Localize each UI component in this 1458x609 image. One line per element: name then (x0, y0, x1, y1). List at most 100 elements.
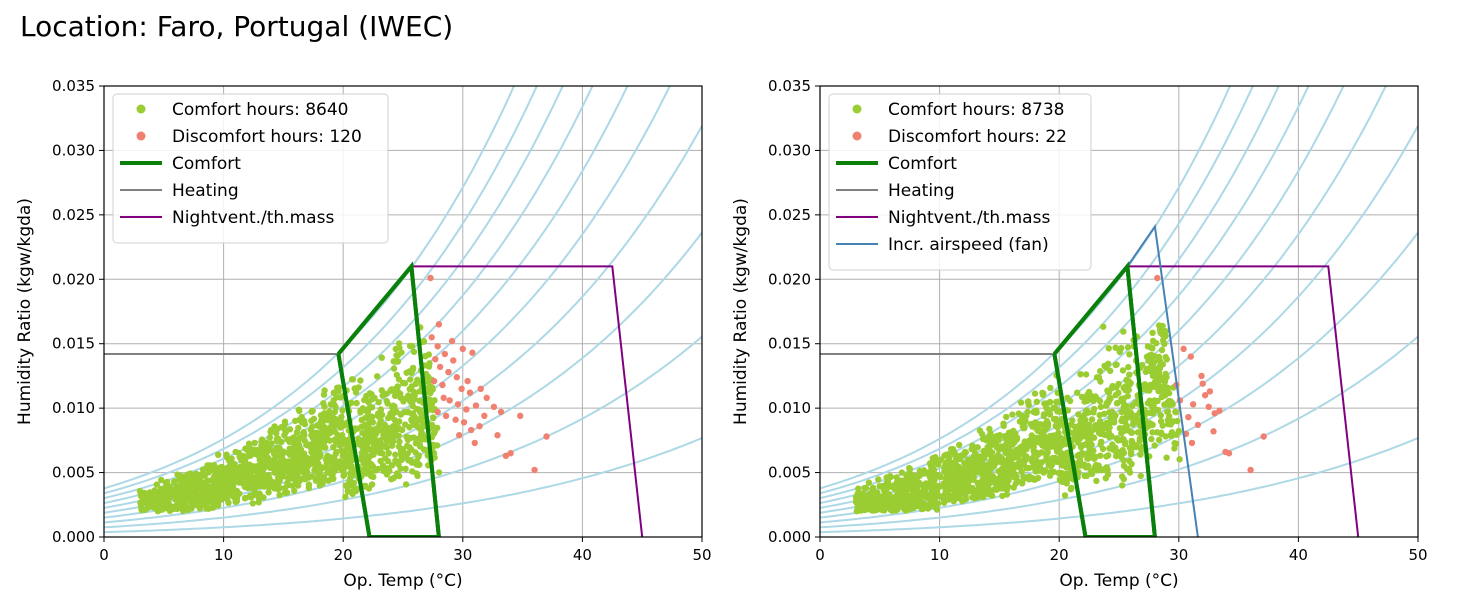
comfort-point (1175, 427, 1183, 435)
comfort-point (255, 482, 262, 489)
comfort-point (862, 484, 870, 492)
discomfort-points (427, 274, 550, 474)
comfort-point (224, 467, 231, 475)
discomfort-point (481, 412, 488, 420)
comfort-point (319, 480, 326, 487)
comfort-point (1162, 328, 1169, 335)
comfort-point (414, 376, 421, 383)
comfort-point (365, 459, 372, 466)
comfort-point (1105, 452, 1112, 459)
legend-label: Discomfort hours: 120 (172, 127, 362, 147)
comfort-point (994, 454, 1001, 461)
comfort-point (223, 451, 230, 458)
comfort-point (855, 501, 862, 509)
comfort-point (375, 399, 382, 406)
discomfort-point (467, 426, 475, 434)
comfort-point (373, 425, 380, 432)
comfort-point (1159, 322, 1166, 330)
comfort-point (370, 451, 377, 458)
comfort-point (422, 353, 429, 360)
x-tick-label: 20 (1050, 546, 1069, 564)
legend-item: Comfort (120, 154, 241, 174)
comfort-point (942, 490, 949, 497)
y-axis-label: Humidity Ratio (kgw/kgda) (731, 198, 751, 425)
comfort-point (374, 465, 382, 473)
comfort-point (158, 476, 165, 484)
comfort-point (1129, 414, 1136, 421)
comfort-point (891, 482, 898, 489)
comfort-point (1075, 411, 1082, 418)
legend-label: Incr. airspeed (fan) (888, 235, 1049, 255)
comfort-point (1064, 474, 1072, 481)
comfort-point (1003, 413, 1010, 421)
comfort-point (1085, 436, 1092, 443)
comfort-point (892, 496, 900, 503)
discomfort-point (483, 394, 490, 402)
comfort-point (136, 487, 144, 495)
comfort-point (1107, 367, 1114, 374)
comfort-point (341, 461, 348, 468)
comfort-point (425, 375, 432, 382)
comfort-point (416, 461, 423, 468)
discomfort-point (472, 402, 480, 409)
legend-item: Nightvent./th.mass (836, 208, 1050, 228)
comfort-point (183, 496, 190, 503)
y-tick-label: 0.010 (768, 399, 811, 417)
comfort-point (1030, 408, 1037, 416)
discomfort-point (460, 419, 468, 426)
legend-item: Heating (836, 181, 955, 201)
comfort-point (1151, 442, 1158, 449)
comfort-point (916, 467, 924, 475)
comfort-point (153, 481, 160, 488)
comfort-point (1031, 390, 1039, 397)
comfort-point (243, 462, 251, 470)
comfort-point (204, 465, 211, 472)
comfort-point (203, 480, 210, 487)
discomfort-point (434, 408, 441, 416)
comfort-point (1166, 413, 1173, 420)
discomfort-point (469, 349, 476, 356)
comfort-point (1157, 412, 1165, 419)
comfort-point (267, 441, 274, 448)
comfort-point (1077, 371, 1084, 378)
comfort-point (435, 469, 443, 476)
comfort-point (1126, 371, 1133, 378)
comfort-point (1153, 340, 1160, 347)
comfort-point (952, 481, 959, 489)
series-nightvent-th-mass (411, 265, 644, 537)
comfort-point (983, 471, 990, 478)
comfort-point (404, 409, 412, 416)
comfort-point (242, 468, 250, 475)
rh-curve-80 (820, 86, 1280, 500)
comfort-point (1036, 421, 1044, 428)
comfort-point (402, 481, 410, 488)
comfort-point (1158, 393, 1166, 401)
comfort-point (1156, 387, 1164, 395)
comfort-points (852, 322, 1183, 515)
comfort-point (357, 456, 365, 463)
comfort-point (1121, 384, 1128, 391)
comfort-point (1055, 469, 1063, 477)
comfort-point (1148, 361, 1156, 368)
discomfort-point (448, 337, 456, 345)
comfort-point (996, 475, 1003, 482)
comfort-point (401, 380, 409, 387)
x-tick-label: 40 (573, 546, 592, 564)
comfort-point (1000, 485, 1007, 492)
comfort-point (906, 473, 914, 481)
comfort-point (354, 425, 361, 432)
comfort-point (1162, 387, 1169, 394)
comfort-point (1078, 451, 1086, 459)
series-incr-airspeed-fan- (1126, 223, 1199, 537)
comfort-point (981, 477, 988, 485)
discomfort-point (434, 343, 441, 350)
comfort-point (859, 501, 867, 509)
comfort-point (402, 421, 409, 428)
comfort-point (218, 488, 225, 495)
comfort-point (988, 433, 996, 440)
comfort-point (1064, 394, 1071, 401)
comfort-zone-outline (1052, 261, 1157, 537)
comfort-point (249, 500, 256, 507)
comfort-point (1047, 384, 1054, 392)
comfort-point (902, 507, 909, 514)
